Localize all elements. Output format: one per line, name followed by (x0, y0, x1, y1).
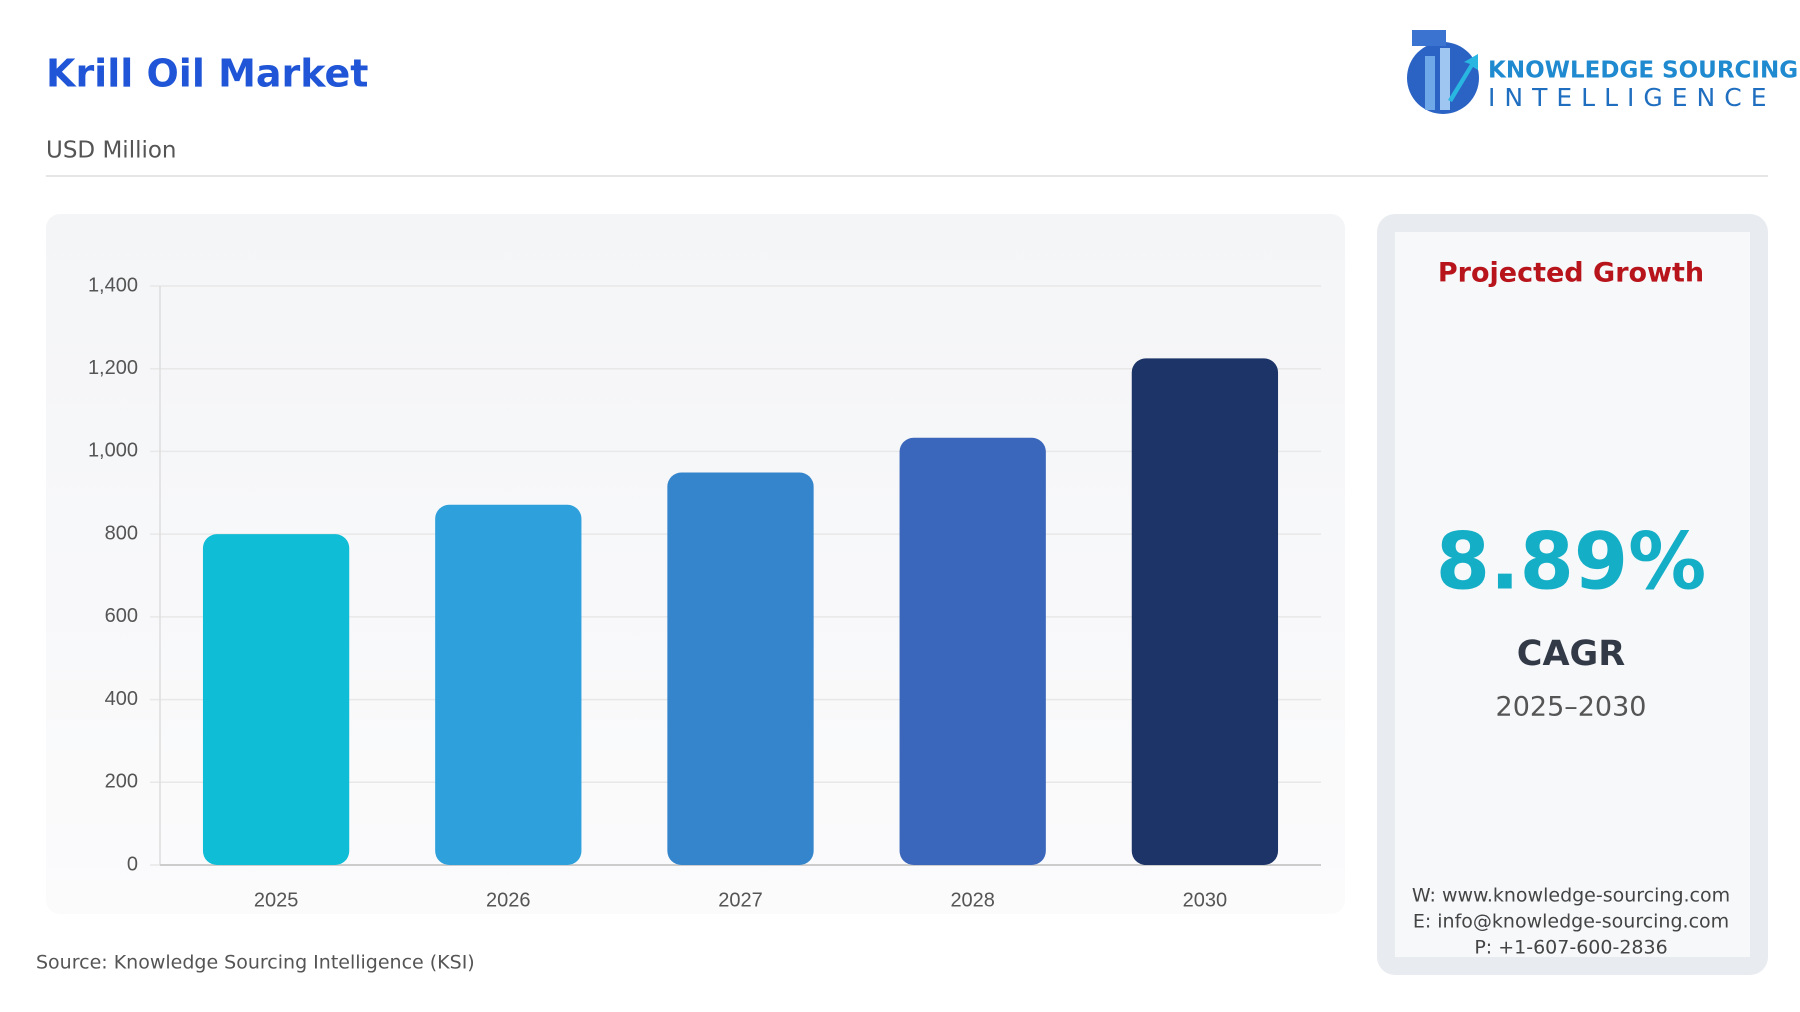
bar (667, 472, 814, 865)
plot: 0 200 400 600 800 1,000 1,200 1,400 2025 2026 2027… (88, 274, 1321, 911)
contact: P: +1-607-600-2836 (1474, 937, 1667, 959)
growth-label: CAGR (1517, 634, 1626, 674)
x-tick-label: 2028 (950, 889, 995, 911)
logo-bar (1440, 48, 1450, 110)
x-tick-label: 2025 (254, 889, 299, 911)
logo-blocks (1412, 30, 1446, 46)
growth-value: 8.89% (1436, 517, 1707, 607)
y-tick-label: 1,400 (88, 274, 138, 296)
x-tick-label: 2026 (486, 889, 531, 911)
y-tick-label: 400 (105, 688, 138, 710)
y-tick-label: 200 (105, 771, 138, 793)
contact: W: www.knowledge-sourcing.com (1412, 885, 1730, 907)
title: Krill Oil Market (46, 52, 368, 96)
logo: KNOWLEDGE SOURCING INTELLIGENCE (1407, 30, 1798, 114)
logo-text: KNOWLEDGE SOURCING (1488, 58, 1798, 84)
bar (435, 504, 582, 865)
logo-text: INTELLIGENCE (1488, 83, 1776, 112)
y-tick-label: 1,200 (88, 357, 138, 379)
growth-panel-inner (1395, 232, 1750, 957)
contact: E: info@knowledge-sourcing.com (1413, 911, 1729, 933)
bar (899, 437, 1046, 865)
growth-heading: Projected Growth (1438, 258, 1704, 289)
subtitle: USD Million (46, 138, 177, 164)
source: Source: Knowledge Sourcing Intelligence … (36, 952, 475, 974)
x-tick-label: 2027 (718, 889, 763, 911)
growth-period: 2025–2030 (1496, 692, 1647, 723)
logo-arrow (1448, 54, 1478, 102)
bar (202, 534, 350, 865)
y-tick-label: 600 (105, 605, 138, 627)
logo-bar (1425, 56, 1435, 110)
y-tick-label: 800 (105, 522, 138, 544)
y-tick-label: 0 (127, 853, 138, 875)
bar (1131, 358, 1279, 865)
y-tick-label: 1,000 (88, 440, 138, 462)
x-tick-label: 2030 (1183, 889, 1228, 911)
